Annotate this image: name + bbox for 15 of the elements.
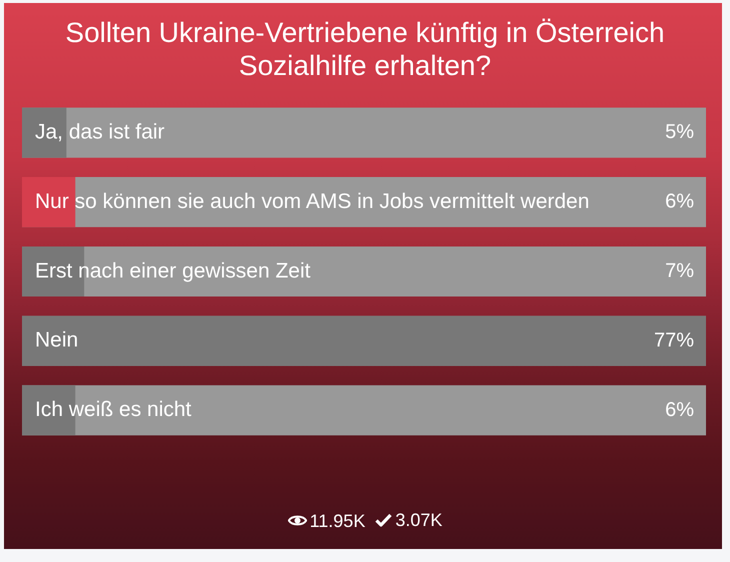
y-tick-label: Nur so können sie auch vom AMS in Jobs vermittelt werden — [35, 190, 590, 213]
y-tick-label: Erst nach einer gewissen Zeit — [35, 259, 311, 282]
data-label: 6% — [665, 190, 694, 213]
data-label: 6% — [665, 398, 694, 421]
data-label: 7% — [665, 260, 694, 282]
data-label: 77% — [654, 329, 694, 352]
text: 11.95K — [310, 510, 366, 532]
data-label: 5% — [665, 121, 694, 144]
text: 3.07K — [395, 509, 442, 531]
bar — [22, 108, 66, 158]
y-tick-label: Ich weiß es nicht — [35, 398, 192, 422]
chart-title: Sollten Ukraine-Vertriebene künftig in Österreich Sozialhilfe erhalten? — [64, 16, 666, 82]
bar — [22, 177, 76, 228]
y-tick-label: Nein — [35, 328, 78, 352]
y-tick-label: Ja, das ist fair — [35, 120, 165, 144]
